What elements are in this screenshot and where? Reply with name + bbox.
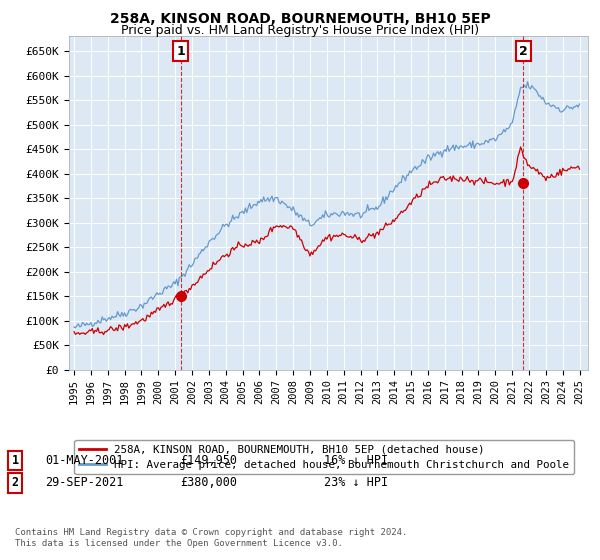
Text: 2: 2 bbox=[11, 476, 19, 489]
Text: £380,000: £380,000 bbox=[180, 476, 237, 489]
Text: £149,950: £149,950 bbox=[180, 454, 237, 467]
Text: 01-MAY-2001: 01-MAY-2001 bbox=[45, 454, 124, 467]
Text: 16% ↓ HPI: 16% ↓ HPI bbox=[324, 454, 388, 467]
Text: 23% ↓ HPI: 23% ↓ HPI bbox=[324, 476, 388, 489]
Text: Contains HM Land Registry data © Crown copyright and database right 2024.
This d: Contains HM Land Registry data © Crown c… bbox=[15, 528, 407, 548]
Text: 2: 2 bbox=[519, 45, 528, 58]
Legend: 258A, KINSON ROAD, BOURNEMOUTH, BH10 5EP (detached house), HPI: Average price, d: 258A, KINSON ROAD, BOURNEMOUTH, BH10 5EP… bbox=[74, 440, 574, 474]
Text: 1: 1 bbox=[11, 454, 19, 467]
Text: 258A, KINSON ROAD, BOURNEMOUTH, BH10 5EP: 258A, KINSON ROAD, BOURNEMOUTH, BH10 5EP bbox=[110, 12, 490, 26]
Text: 29-SEP-2021: 29-SEP-2021 bbox=[45, 476, 124, 489]
Text: 1: 1 bbox=[176, 45, 185, 58]
Text: Price paid vs. HM Land Registry's House Price Index (HPI): Price paid vs. HM Land Registry's House … bbox=[121, 24, 479, 36]
